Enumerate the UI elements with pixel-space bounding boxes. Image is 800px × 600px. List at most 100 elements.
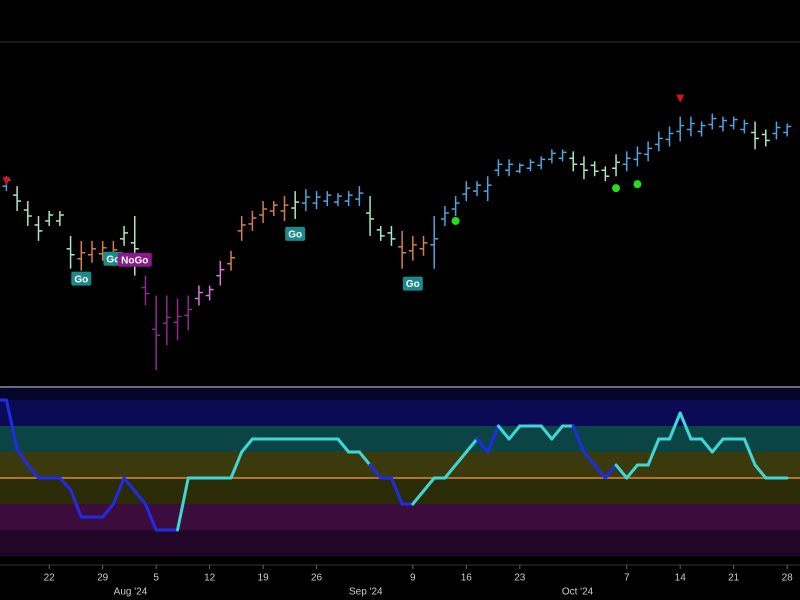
oscillator-segment: [475, 437, 490, 454]
oscillator-segment: [539, 424, 554, 441]
ohlc-bar: [697, 121, 706, 137]
ohlc-bar: [387, 225, 396, 246]
oscillator-header: [0, 388, 800, 400]
ohlc-bar: [494, 159, 503, 177]
x-tick-label: 9: [410, 573, 416, 584]
oscillator-segment: [143, 502, 158, 532]
oscillator-segment: [69, 488, 83, 519]
ohlc-bar: [98, 240, 107, 261]
ohlc-bar: [248, 211, 257, 231]
oscillator-segment: [4, 398, 19, 451]
oscillator-segment: [368, 463, 383, 480]
ohlc-bar: [408, 235, 417, 261]
signal-label: Go: [106, 254, 120, 265]
ohlc-bar: [473, 181, 482, 197]
ohlc-bar: [419, 235, 428, 256]
ohlc-bar: [291, 191, 300, 219]
ohlc-bar: [23, 201, 32, 226]
oscillator-segment: [229, 450, 244, 480]
signal-label: NoGo: [121, 255, 148, 266]
ohlc-bar: [398, 230, 407, 269]
ohlc-bar: [216, 260, 225, 286]
ohlc-bar: [141, 275, 150, 306]
oscillator-segment: [176, 476, 190, 532]
oscillator-segment: [58, 476, 73, 492]
oscillator-segment: [101, 502, 115, 519]
ohlc-bar: [665, 126, 674, 147]
ohlc-bar: [34, 215, 43, 241]
ohlc-bar: [579, 156, 588, 180]
signal-label-bg: [285, 226, 306, 241]
signal-label-bg: [402, 276, 423, 291]
month-label: Oct '24: [562, 587, 594, 598]
oscillator-segment: [443, 463, 458, 480]
ohlc-bar: [45, 211, 54, 226]
x-tick-label: 19: [258, 573, 270, 584]
month-label: Aug '24: [114, 587, 148, 598]
oscillator-band: [0, 504, 800, 530]
ohlc-bar: [505, 159, 514, 177]
ohlc-bar: [783, 123, 792, 137]
x-tick-label: 29: [97, 573, 109, 584]
oscillator-segment: [15, 447, 30, 467]
x-tick-label: 28: [782, 573, 794, 584]
ohlc-bar: [612, 154, 621, 177]
ohlc-bar: [547, 149, 556, 164]
signal-dot: [451, 216, 460, 225]
oscillator-segment: [646, 437, 661, 467]
ohlc-bar: [761, 129, 770, 147]
sell-triangle: [676, 94, 685, 103]
oscillator-segment: [582, 450, 597, 467]
ohlc-bar: [66, 235, 75, 269]
x-tick-label: 26: [311, 573, 323, 584]
ohlc-bar: [751, 121, 760, 150]
x-tick-label: 21: [728, 573, 740, 584]
oscillator-segment: [422, 476, 436, 493]
ohlc-bar: [686, 116, 695, 137]
ohlc-bar: [676, 116, 685, 142]
oscillator-band: [0, 426, 800, 452]
oscillator-segment: [753, 463, 768, 480]
ohlc-bar: [301, 189, 310, 212]
x-tick-label: 22: [44, 573, 56, 584]
ohlc-bar: [515, 163, 524, 174]
oscillator-segment: [389, 476, 404, 506]
oscillator-band: [0, 530, 800, 556]
oscillator-segment: [603, 463, 618, 480]
oscillator-segment: [336, 437, 351, 454]
signal-label-bg: [71, 271, 92, 286]
oscillator-segment: [571, 424, 586, 454]
x-tick-label: 14: [675, 573, 687, 584]
ohlc-bar: [280, 196, 289, 221]
ohlc-bar: [162, 295, 171, 346]
ohlc-bar: [312, 191, 321, 210]
oscillator-segment: [593, 463, 607, 480]
ohlc-bar: [558, 149, 567, 162]
signal-label: Go: [288, 230, 302, 241]
ohlc-bar: [366, 196, 375, 236]
signal-dot: [633, 180, 642, 189]
oscillator-segment: [454, 450, 468, 467]
ohlc-bar: [644, 141, 653, 162]
sell-triangle: [2, 177, 11, 186]
x-tick-label: 5: [153, 573, 159, 584]
oscillator-segment: [240, 437, 254, 454]
ohlc-bar: [633, 146, 642, 167]
oscillator-segment: [614, 463, 629, 480]
ohlc-bar: [13, 186, 22, 212]
signal-label: Go: [74, 274, 88, 285]
ohlc-bar: [772, 121, 781, 140]
ohlc-bar: [537, 156, 546, 170]
oscillator-segment: [668, 411, 682, 441]
ohlc-bar: [184, 295, 193, 331]
oscillator-segment: [742, 437, 757, 467]
ohlc-bar: [451, 196, 460, 216]
x-tick-label: 16: [461, 573, 473, 584]
oscillator-band: [0, 452, 800, 478]
oscillator-segment: [111, 476, 126, 506]
ohlc-bar: [718, 116, 727, 132]
ohlc-bar: [654, 131, 663, 152]
signal-dot: [612, 184, 621, 193]
